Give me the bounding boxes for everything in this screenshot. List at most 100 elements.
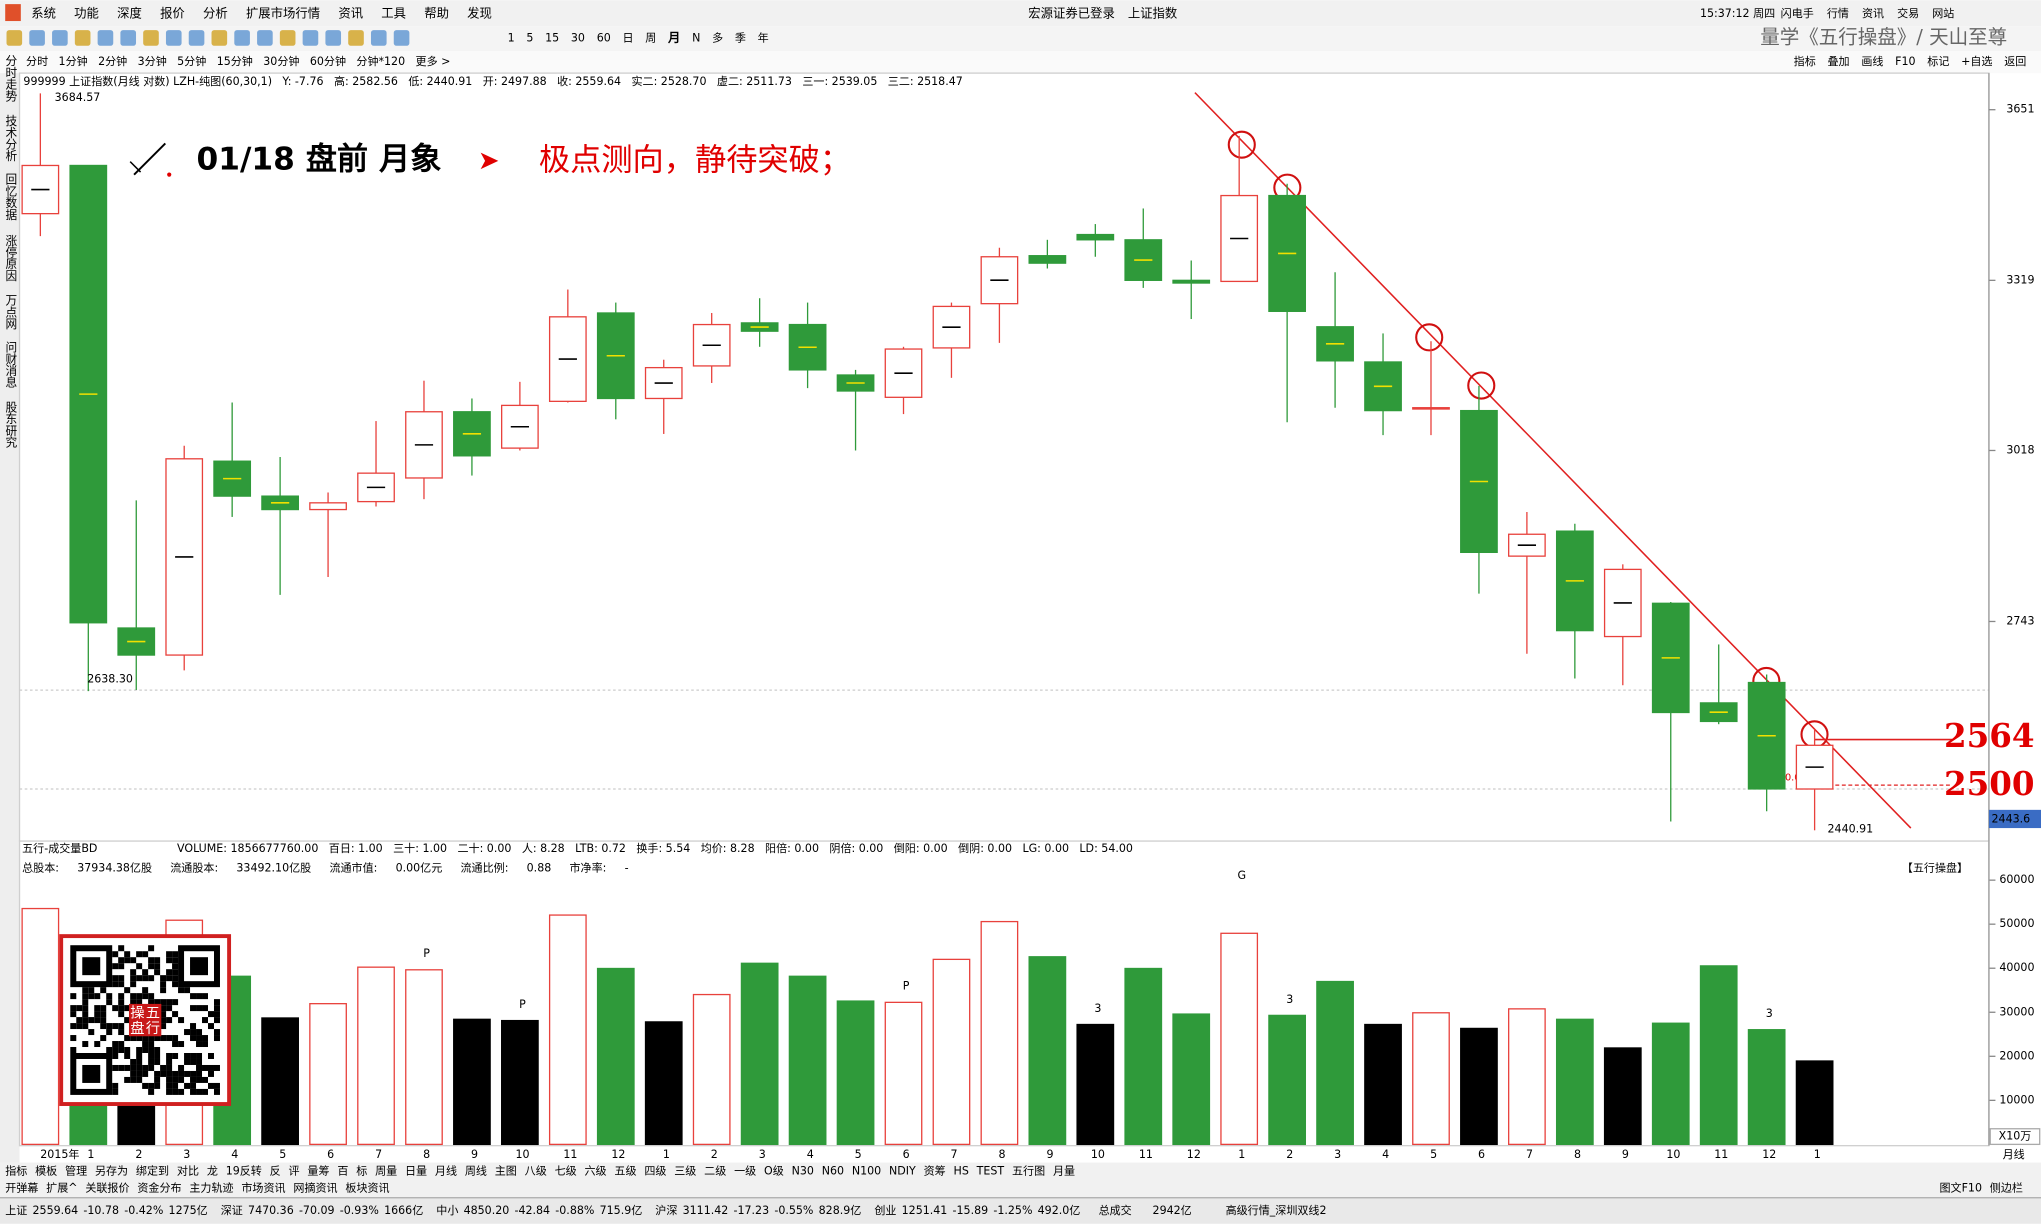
period-button[interactable]: 日 xyxy=(622,32,633,45)
side-tab[interactable]: 万点网 xyxy=(4,294,18,330)
tool-icon[interactable] xyxy=(234,30,250,46)
side-tab[interactable]: 股东研究 xyxy=(4,401,18,448)
side-tab[interactable]: 技术分析 xyxy=(4,115,18,162)
period-button[interactable]: 多 xyxy=(712,31,723,45)
indicator-tab[interactable]: 另存为 xyxy=(95,1164,128,1178)
menu-item[interactable]: 报价 xyxy=(160,5,185,20)
tool-tab[interactable]: 叠加 xyxy=(1828,55,1850,68)
panel-tab[interactable]: 图文F10 xyxy=(1939,1181,1982,1195)
indicator-tab[interactable]: 日量 xyxy=(405,1165,427,1178)
indicator-tab[interactable]: 二级 xyxy=(704,1165,726,1178)
indicator-tab[interactable]: 三级 xyxy=(674,1165,696,1178)
period-button[interactable]: 1 xyxy=(508,32,515,45)
period-tab[interactable]: 分钟*120 xyxy=(356,54,405,68)
period-tab[interactable]: 2分钟 xyxy=(98,54,127,68)
indicator-tab[interactable]: 反 xyxy=(270,1165,281,1178)
period-button[interactable]: 60 xyxy=(597,32,611,45)
tool-tab[interactable]: F10 xyxy=(1895,55,1915,68)
tool-icon[interactable] xyxy=(188,30,205,46)
indicator-tab[interactable]: 六级 xyxy=(584,1165,606,1178)
tool-icon[interactable] xyxy=(302,30,319,46)
menu-button[interactable]: 资讯 xyxy=(1862,7,1884,20)
menu-item[interactable]: 资讯 xyxy=(338,6,363,20)
menu-item[interactable]: 系统 xyxy=(31,6,56,20)
panel-tab[interactable]: 侧边栏 xyxy=(1990,1181,2023,1195)
tool-icon[interactable] xyxy=(165,30,182,46)
menu-item[interactable]: 功能 xyxy=(74,6,99,20)
indicator-tab[interactable]: 月线 xyxy=(435,1164,457,1178)
period-tab[interactable]: 分时 xyxy=(26,55,48,68)
side-tab[interactable]: 问财消息 xyxy=(4,341,18,388)
indicator-tab[interactable]: N30 xyxy=(792,1165,814,1178)
tool-icon[interactable] xyxy=(279,30,296,46)
indicator-tab[interactable]: 标 xyxy=(356,1164,367,1178)
tool-icon[interactable] xyxy=(6,30,23,46)
indicator-tab[interactable]: 资筹 xyxy=(924,1164,946,1178)
indicator-tab[interactable]: 模板 xyxy=(35,1164,57,1178)
side-tab[interactable]: 涨停原因 xyxy=(4,234,18,282)
indicator-tab[interactable]: 管理 xyxy=(65,1164,87,1178)
indicator-tab[interactable]: O级 xyxy=(764,1165,784,1178)
indicator-tab[interactable]: 月量 xyxy=(1053,1165,1075,1178)
indicator-tab[interactable]: 量筹 xyxy=(307,1164,329,1178)
menu-item[interactable]: 分析 xyxy=(203,6,228,20)
period-button[interactable]: 5 xyxy=(526,32,533,45)
menu-button[interactable]: 行情 xyxy=(1827,7,1849,20)
info-tab[interactable]: 网摘资讯 xyxy=(293,1181,337,1195)
info-tab[interactable]: 资金分布 xyxy=(137,1181,181,1195)
tool-tab[interactable]: 返回 xyxy=(2004,55,2026,68)
menu-item[interactable]: 帮助 xyxy=(424,6,449,20)
indicator-tab[interactable]: N100 xyxy=(852,1165,881,1178)
indicator-tab[interactable]: 四级 xyxy=(644,1165,666,1178)
indicator-tab[interactable]: 19反转 xyxy=(226,1164,262,1178)
info-tab[interactable]: 市场资讯 xyxy=(241,1181,285,1195)
menu-button[interactable]: 闪电手 xyxy=(1781,6,1814,20)
tool-icon[interactable] xyxy=(120,30,137,46)
indicator-tab[interactable]: 评 xyxy=(289,1165,300,1178)
indicator-tab[interactable]: 五级 xyxy=(614,1165,636,1178)
indicator-tab[interactable]: 指标 xyxy=(5,1164,27,1178)
period-tab[interactable]: 1分钟 xyxy=(59,54,88,68)
period-button[interactable]: 月 xyxy=(667,31,680,45)
menu-item[interactable]: 工具 xyxy=(381,6,406,20)
tool-icon[interactable] xyxy=(74,30,91,46)
indicator-tab[interactable]: 八级 xyxy=(525,1165,547,1178)
tool-icon[interactable] xyxy=(143,30,159,46)
tool-icon[interactable] xyxy=(211,30,228,46)
indicator-tab[interactable]: 七级 xyxy=(555,1165,577,1178)
info-tab[interactable]: 主力轨迹 xyxy=(189,1181,233,1195)
tool-icon[interactable] xyxy=(370,30,387,46)
tool-icon[interactable] xyxy=(348,30,364,46)
period-button[interactable]: 季 xyxy=(735,32,746,45)
side-tab[interactable]: 回忆数据 xyxy=(4,173,18,220)
tool-tab[interactable]: 画线 xyxy=(1861,54,1883,68)
indicator-tab[interactable]: N60 xyxy=(822,1165,844,1178)
period-button[interactable]: 30 xyxy=(571,32,585,45)
indicator-tab[interactable]: 百 xyxy=(337,1165,348,1178)
tool-tab[interactable]: +自选 xyxy=(1961,55,1992,68)
tool-tab[interactable]: 指标 xyxy=(1794,54,1816,68)
period-button[interactable]: 年 xyxy=(758,31,769,45)
period-tab[interactable]: 5分钟 xyxy=(177,54,206,68)
info-tab[interactable]: 关联报价 xyxy=(85,1181,129,1195)
indicator-tab[interactable]: TEST xyxy=(976,1165,1005,1178)
info-tab[interactable]: 扩展^ xyxy=(46,1181,77,1195)
indicator-tab[interactable]: 主图 xyxy=(495,1165,517,1178)
indicator-tab[interactable]: 周量 xyxy=(375,1165,397,1178)
period-tab[interactable]: 3分钟 xyxy=(138,54,167,68)
indicator-tab[interactable]: 五行图 xyxy=(1012,1165,1045,1178)
info-tab[interactable]: 开弹幕 xyxy=(5,1181,38,1195)
indicator-tab[interactable]: 对比 xyxy=(177,1164,199,1178)
tool-icon[interactable] xyxy=(257,30,273,46)
tool-tab[interactable]: 标记 xyxy=(1927,54,1949,68)
tool-icon[interactable] xyxy=(29,30,45,46)
menu-item[interactable]: 扩展市场行情 xyxy=(246,5,320,20)
indicator-tab[interactable]: 一级 xyxy=(734,1165,756,1178)
indicator-tab[interactable]: 绑定到 xyxy=(136,1164,169,1178)
tool-icon[interactable] xyxy=(325,30,342,46)
period-button[interactable]: 周 xyxy=(645,32,656,45)
side-tab[interactable]: 分时走势 xyxy=(4,55,18,102)
indicator-tab[interactable]: 龙 xyxy=(207,1165,218,1178)
period-tab[interactable]: 30分钟 xyxy=(263,54,299,68)
menu-item[interactable]: 深度 xyxy=(117,5,142,20)
